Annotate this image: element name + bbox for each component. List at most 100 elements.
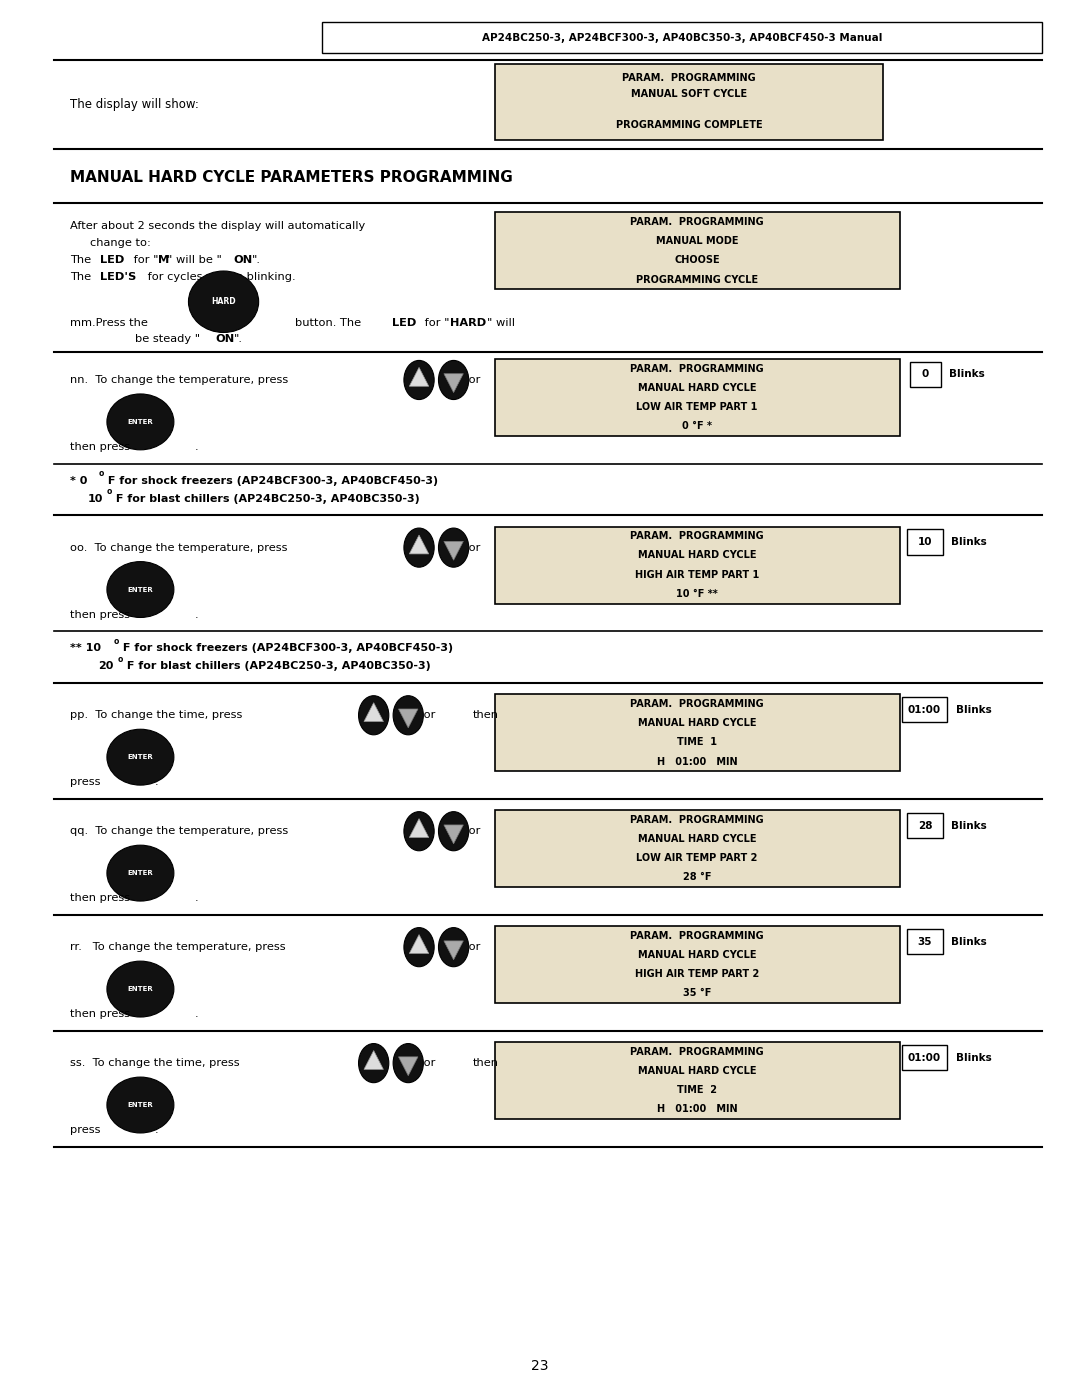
- Ellipse shape: [107, 729, 174, 785]
- Text: then press: then press: [70, 893, 131, 904]
- Text: MANUAL HARD CYCLE PARAMETERS PROGRAMMING: MANUAL HARD CYCLE PARAMETERS PROGRAMMING: [70, 170, 513, 184]
- Polygon shape: [409, 935, 429, 953]
- Text: MANUAL HARD CYCLE: MANUAL HARD CYCLE: [638, 383, 756, 393]
- Text: .: .: [154, 1125, 158, 1136]
- Text: Blinks: Blinks: [949, 369, 985, 380]
- Text: ".: ".: [252, 254, 260, 265]
- Text: nn.  To change the temperature, press: nn. To change the temperature, press: [70, 374, 288, 386]
- Text: change to:: change to:: [90, 237, 150, 249]
- FancyBboxPatch shape: [322, 22, 1042, 53]
- FancyBboxPatch shape: [495, 527, 900, 604]
- Text: mm.Press the: mm.Press the: [70, 317, 148, 328]
- Text: qq.  To change the temperature, press: qq. To change the temperature, press: [70, 826, 288, 837]
- Ellipse shape: [438, 928, 469, 967]
- Text: PARAM.  PROGRAMMING: PARAM. PROGRAMMING: [631, 363, 764, 373]
- Text: HARD: HARD: [450, 317, 487, 328]
- Polygon shape: [364, 1051, 383, 1070]
- Text: .: .: [194, 893, 198, 904]
- FancyBboxPatch shape: [495, 212, 900, 289]
- Text: 28 °F: 28 °F: [683, 873, 712, 883]
- Text: PARAM.  PROGRAMMING: PARAM. PROGRAMMING: [631, 930, 764, 940]
- FancyBboxPatch shape: [495, 359, 900, 436]
- Text: LOW AIR TEMP PART 2: LOW AIR TEMP PART 2: [636, 854, 758, 863]
- FancyBboxPatch shape: [902, 1045, 947, 1070]
- FancyBboxPatch shape: [902, 697, 947, 722]
- Text: pp.  To change the time, press: pp. To change the time, press: [70, 710, 243, 721]
- Polygon shape: [444, 374, 463, 393]
- Text: .: .: [154, 777, 158, 788]
- Ellipse shape: [393, 1044, 423, 1083]
- Ellipse shape: [107, 562, 174, 617]
- Text: MANUAL MODE: MANUAL MODE: [656, 236, 739, 246]
- Text: CHOOSE: CHOOSE: [674, 256, 720, 265]
- Text: press: press: [70, 777, 100, 788]
- Text: H   01:00   MIN: H 01:00 MIN: [657, 1105, 738, 1115]
- Text: Blinks: Blinks: [951, 820, 987, 831]
- Text: MANUAL HARD CYCLE: MANUAL HARD CYCLE: [638, 1066, 756, 1076]
- FancyBboxPatch shape: [910, 362, 941, 387]
- Polygon shape: [409, 535, 429, 553]
- FancyBboxPatch shape: [495, 926, 900, 1003]
- Text: for cycles will be blinking.: for cycles will be blinking.: [144, 271, 295, 282]
- Text: or: or: [465, 942, 481, 953]
- Text: 23: 23: [531, 1359, 549, 1373]
- FancyBboxPatch shape: [907, 813, 943, 838]
- Text: 28: 28: [918, 820, 932, 831]
- Text: " will be ": " will be ": [167, 254, 222, 265]
- Text: * 0: * 0: [70, 475, 87, 486]
- Polygon shape: [399, 1058, 418, 1076]
- Text: o: o: [118, 655, 123, 664]
- Text: 0 °F *: 0 °F *: [683, 422, 712, 432]
- Text: MANUAL SOFT CYCLE: MANUAL SOFT CYCLE: [631, 89, 747, 99]
- Ellipse shape: [359, 696, 389, 735]
- Text: ENTER: ENTER: [127, 587, 153, 592]
- Text: .: .: [194, 1009, 198, 1020]
- Ellipse shape: [189, 271, 259, 332]
- Text: o: o: [98, 469, 104, 478]
- Text: for ": for ": [421, 317, 449, 328]
- Ellipse shape: [404, 528, 434, 567]
- Text: .: .: [194, 441, 198, 453]
- Text: PROGRAMMING CYCLE: PROGRAMMING CYCLE: [636, 275, 758, 285]
- Text: LED: LED: [100, 254, 125, 265]
- Text: H   01:00   MIN: H 01:00 MIN: [657, 757, 738, 767]
- Text: 10 °F **: 10 °F **: [676, 590, 718, 599]
- Polygon shape: [409, 367, 429, 386]
- Text: Blinks: Blinks: [956, 1052, 991, 1063]
- Text: The display will show:: The display will show:: [70, 98, 199, 112]
- Text: or: or: [420, 1058, 435, 1069]
- Text: or: or: [465, 826, 481, 837]
- FancyBboxPatch shape: [907, 929, 943, 954]
- Text: then: then: [473, 1058, 499, 1069]
- Text: then press: then press: [70, 441, 131, 453]
- FancyBboxPatch shape: [495, 694, 900, 771]
- Text: AP24BC250-3, AP24BCF300-3, AP40BC350-3, AP40BCF450-3 Manual: AP24BC250-3, AP24BCF300-3, AP40BC350-3, …: [482, 32, 882, 43]
- Text: ENTER: ENTER: [127, 986, 153, 992]
- Text: Blinks: Blinks: [951, 536, 987, 548]
- Ellipse shape: [404, 928, 434, 967]
- Text: MANUAL HARD CYCLE: MANUAL HARD CYCLE: [638, 950, 756, 960]
- Text: ss.  To change the time, press: ss. To change the time, press: [70, 1058, 240, 1069]
- Text: 10: 10: [918, 536, 932, 548]
- Text: MANUAL HARD CYCLE: MANUAL HARD CYCLE: [638, 718, 756, 728]
- Polygon shape: [364, 703, 383, 721]
- Text: o: o: [113, 637, 119, 645]
- FancyBboxPatch shape: [907, 529, 943, 555]
- Text: 35 °F: 35 °F: [683, 989, 712, 999]
- Text: HIGH AIR TEMP PART 2: HIGH AIR TEMP PART 2: [635, 970, 759, 979]
- Text: 0: 0: [922, 369, 929, 380]
- Text: PARAM.  PROGRAMMING: PARAM. PROGRAMMING: [631, 217, 764, 226]
- Text: or: or: [465, 542, 481, 553]
- Ellipse shape: [107, 1077, 174, 1133]
- Text: ENTER: ENTER: [127, 419, 153, 425]
- Text: TIME  2: TIME 2: [677, 1085, 717, 1095]
- Polygon shape: [444, 824, 463, 844]
- Text: PARAM.  PROGRAMMING: PARAM. PROGRAMMING: [631, 814, 764, 824]
- Text: oo.  To change the temperature, press: oo. To change the temperature, press: [70, 542, 287, 553]
- Text: then: then: [473, 710, 499, 721]
- Text: ON: ON: [215, 334, 234, 345]
- Ellipse shape: [107, 394, 174, 450]
- Polygon shape: [444, 942, 463, 960]
- Text: o: o: [107, 488, 112, 496]
- Text: TIME  1: TIME 1: [677, 738, 717, 747]
